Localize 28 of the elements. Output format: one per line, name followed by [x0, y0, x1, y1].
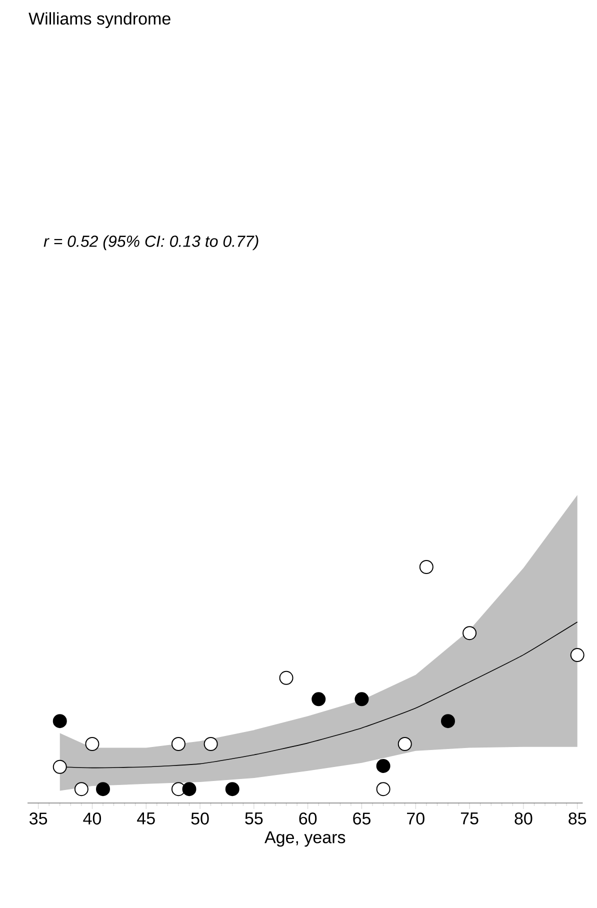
point: [96, 782, 110, 796]
point: [52, 714, 67, 728]
point: [354, 692, 369, 706]
x-tick-label: 80: [514, 812, 532, 825]
point: [376, 758, 390, 773]
point: [440, 714, 455, 728]
x-tick-label: 55: [244, 812, 263, 824]
x-tick-label: 65: [352, 812, 370, 825]
x-tick-label: 50: [191, 812, 209, 825]
x-tick-label: 45: [136, 812, 155, 824]
point: [398, 737, 412, 751]
text: r = 0.52 (95% CI: 0.13 to 0.77): [44, 235, 258, 250]
x-tick-label: 75: [460, 812, 478, 824]
x-tick-label: 40: [83, 812, 101, 825]
point: [74, 782, 88, 796]
point: [225, 782, 240, 796]
point: [462, 626, 476, 640]
x-tick-label: 70: [406, 812, 424, 825]
chart-title: Williams syndrome: [28, 12, 170, 28]
x-tick-label: 60: [299, 812, 316, 825]
point: [182, 782, 196, 796]
point: [52, 760, 67, 774]
x-tick-label: 85: [568, 812, 586, 825]
point: [204, 737, 218, 751]
point: [311, 692, 326, 706]
point: [171, 737, 186, 751]
x-axis-title: Age, years: [264, 831, 345, 847]
x-tick-label: 35: [29, 812, 47, 825]
